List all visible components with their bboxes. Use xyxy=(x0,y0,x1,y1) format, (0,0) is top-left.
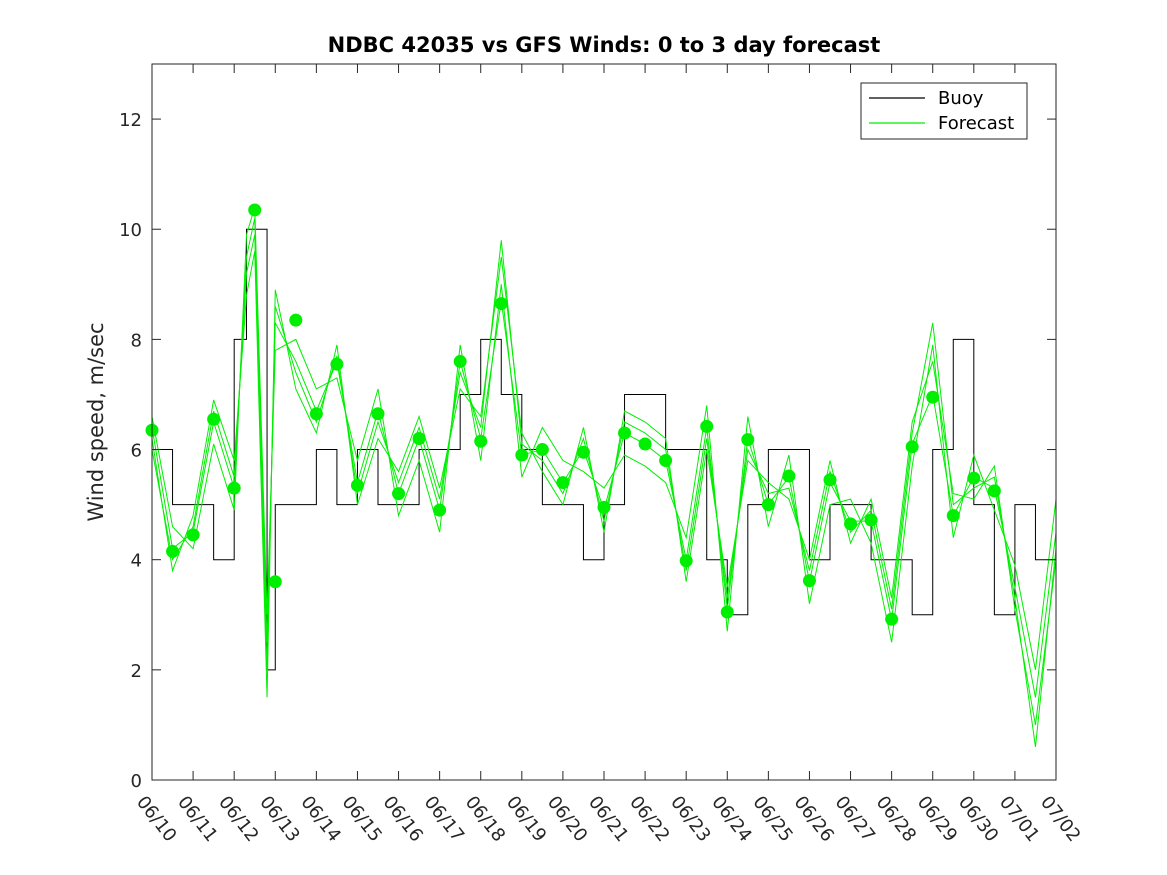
forecast-line-4 xyxy=(152,234,1056,748)
forecast-marker xyxy=(371,407,385,421)
y-axis-label: Wind speed, m/sec xyxy=(84,322,108,521)
forecast-marker xyxy=(597,500,611,514)
forecast-marker xyxy=(535,443,549,457)
forecast-marker xyxy=(659,454,673,468)
forecast-marker xyxy=(700,419,714,433)
plot-area xyxy=(145,63,1057,781)
forecast-marker xyxy=(453,354,467,368)
buoy-line xyxy=(152,228,1056,671)
legend-buoy-label: Buoy xyxy=(938,88,984,109)
forecast-marker xyxy=(207,412,221,426)
forecast-marker xyxy=(186,528,200,542)
y-axis: 0 2 4 6 8 10 12 xyxy=(119,110,1056,792)
y-tick-label: 10 xyxy=(119,220,142,241)
forecast-marker xyxy=(823,473,837,487)
forecast-marker xyxy=(556,476,570,490)
forecast-marker xyxy=(885,612,899,626)
y-tick-label: 12 xyxy=(119,110,142,131)
buoy-series xyxy=(152,228,1056,671)
forecast-marker xyxy=(638,437,652,451)
forecast-marker xyxy=(412,432,426,446)
forecast-marker xyxy=(926,390,940,404)
axes-background xyxy=(152,64,1056,780)
forecast-marker xyxy=(618,426,632,440)
forecast-marker xyxy=(905,440,919,454)
forecast-marker xyxy=(802,574,816,588)
forecast-marker xyxy=(576,445,590,459)
legend-forecast-label: Forecast xyxy=(938,113,1014,134)
forecast-marker xyxy=(289,313,303,327)
forecast-marker xyxy=(474,434,488,448)
forecast-marker xyxy=(227,481,241,495)
forecast-marker xyxy=(330,357,344,371)
forecast-marker xyxy=(494,297,508,311)
forecast-marker xyxy=(392,487,406,501)
forecast-marker-group xyxy=(145,203,1001,626)
forecast-marker xyxy=(967,471,981,485)
forecast-marker xyxy=(987,484,1001,498)
forecast-marker xyxy=(782,469,796,483)
forecast-marker xyxy=(433,503,447,517)
forecast-marker xyxy=(268,575,282,589)
forecast-marker xyxy=(309,407,323,421)
legend: Buoy Forecast xyxy=(860,82,1028,140)
forecast-marker xyxy=(248,203,262,217)
chart-title: NDBC 42035 vs GFS Winds: 0 to 3 day fore… xyxy=(328,33,881,57)
y-tick-label: 4 xyxy=(131,551,142,572)
forecast-marker xyxy=(720,605,734,619)
y-tick-label: 8 xyxy=(131,330,142,351)
y-tick-label: 2 xyxy=(131,661,142,682)
forecast-marker xyxy=(761,498,775,512)
forecast-marker xyxy=(946,509,960,523)
forecast-marker xyxy=(679,554,693,568)
y-tick-label: 6 xyxy=(131,441,142,462)
forecast-marker xyxy=(741,433,755,447)
forecast-marker xyxy=(166,544,180,558)
y-tick-label: 0 xyxy=(131,771,142,792)
forecast-marker xyxy=(515,448,529,462)
forecast-marker xyxy=(844,517,858,531)
legend-box xyxy=(860,82,1028,140)
forecast-marker xyxy=(350,478,364,492)
forecast-marker xyxy=(864,513,878,527)
